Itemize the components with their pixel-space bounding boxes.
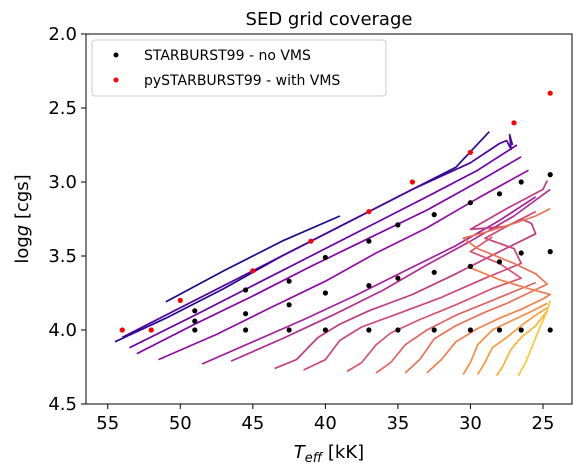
y-tick-label-4: 4.0 (48, 320, 77, 341)
x-tick-label-30: 30 (459, 413, 482, 434)
track-line-10 (346, 236, 523, 373)
point-pystarburst99-9 (547, 90, 553, 96)
point-starburst99-26 (467, 200, 473, 206)
point-starburst99-2 (286, 327, 292, 333)
point-starburst99-13 (243, 311, 249, 317)
track-line-8 (274, 180, 549, 370)
point-pystarburst99-2 (177, 297, 183, 303)
y-tick-label-3.5: 3.5 (48, 246, 77, 267)
x-axis-ticks: 55 50 45 40 35 30 25 (96, 404, 554, 434)
x-axis-title-unit: [kK] (322, 442, 364, 463)
point-pystarburst99-8 (511, 120, 517, 126)
point-starburst99-17 (322, 290, 328, 296)
track-line-14 (462, 302, 548, 375)
point-pystarburst99-4 (308, 238, 314, 244)
y-tick-label-2.5: 2.5 (48, 98, 77, 119)
x-axis-title-main: T (294, 442, 307, 463)
point-starburst99-3 (322, 327, 328, 333)
x-tick-label-35: 35 (386, 413, 409, 434)
point-starburst99-11 (192, 308, 198, 314)
x-tick-label-25: 25 (532, 413, 555, 434)
point-pystarburst99-3 (250, 268, 256, 274)
y-axis-title-unit: [cgs] (12, 174, 33, 224)
x-axis-title-sub: eff (305, 451, 324, 466)
track-line-0 (165, 215, 341, 303)
track-line-2 (121, 133, 514, 339)
point-starburst99-29 (518, 250, 524, 256)
point-starburst99-16 (286, 278, 292, 284)
point-starburst99-24 (431, 212, 437, 218)
point-starburst99-30 (518, 179, 524, 185)
point-pystarburst99-0 (119, 327, 125, 333)
point-starburst99-23 (431, 269, 437, 275)
x-tick-label-40: 40 (314, 413, 337, 434)
point-starburst99-22 (395, 222, 401, 228)
legend-marker-starburst99 (113, 52, 119, 58)
legend: STARBURST99 - no VMS pySTARBURST99 - wit… (91, 39, 387, 97)
point-starburst99-1 (243, 327, 249, 333)
point-starburst99-9 (518, 327, 524, 333)
point-starburst99-32 (547, 172, 553, 178)
x-axis-title: Teff [kK] (294, 442, 364, 466)
y-axis-title-var: g (12, 225, 33, 236)
track-line-12 (404, 207, 551, 374)
y-tick-label-2: 2.0 (48, 24, 77, 45)
legend-label-starburst99: STARBURST99 - no VMS (144, 48, 311, 64)
point-starburst99-0 (192, 327, 198, 333)
y-axis-title: logg [cgs] (12, 174, 33, 263)
x-tick-label-55: 55 (96, 413, 119, 434)
point-pystarburst99-1 (148, 327, 154, 333)
plot-border (85, 33, 573, 405)
point-starburst99-15 (286, 302, 292, 308)
x-tick-label-50: 50 (169, 413, 192, 434)
legend-label-pystarburst99: pySTARBURST99 - with VMS (144, 73, 340, 89)
point-starburst99-18 (322, 254, 328, 261)
track-line-3 (129, 144, 518, 349)
point-starburst99-20 (366, 238, 372, 244)
point-starburst99-25 (467, 263, 473, 269)
point-starburst99-27 (496, 259, 503, 265)
point-starburst99-8 (496, 327, 503, 333)
y-tick-label-3: 3.0 (48, 172, 77, 193)
point-starburst99-14 (243, 287, 249, 293)
track-line-6 (201, 196, 537, 365)
y-axis-ticks: 2.0 2.5 3.0 3.5 4.0 4.5 (48, 24, 86, 415)
point-pystarburst99-6 (409, 179, 415, 185)
point-starburst99-21 (395, 275, 401, 281)
legend-box (91, 39, 387, 97)
y-axis-title-prefix: log (12, 236, 33, 263)
point-pystarburst99-5 (366, 209, 372, 215)
x-tick-label-45: 45 (241, 413, 264, 434)
point-starburst99-19 (366, 283, 372, 289)
track-line-16 (495, 310, 548, 377)
point-starburst99-4 (366, 327, 372, 333)
track-line-17 (517, 300, 552, 377)
point-starburst99-7 (467, 327, 473, 333)
track-line-11 (375, 281, 537, 374)
point-starburst99-10 (547, 327, 553, 333)
point-starburst99-6 (431, 327, 437, 333)
legend-marker-pystarburst99 (113, 77, 119, 83)
data-points (119, 90, 553, 333)
track-line-4 (136, 156, 522, 355)
track-line-7 (230, 188, 551, 362)
point-pystarburst99-7 (467, 149, 473, 155)
point-starburst99-28 (496, 191, 503, 197)
y-tick-label-4.5: 4.5 (48, 394, 77, 415)
track-line-15 (476, 307, 548, 375)
track-line-13 (426, 267, 552, 374)
track-line-9 (303, 210, 537, 371)
point-starburst99-5 (395, 327, 401, 333)
chart-title: SED grid coverage (246, 9, 413, 30)
point-starburst99-31 (547, 249, 553, 255)
point-starburst99-12 (192, 318, 198, 324)
